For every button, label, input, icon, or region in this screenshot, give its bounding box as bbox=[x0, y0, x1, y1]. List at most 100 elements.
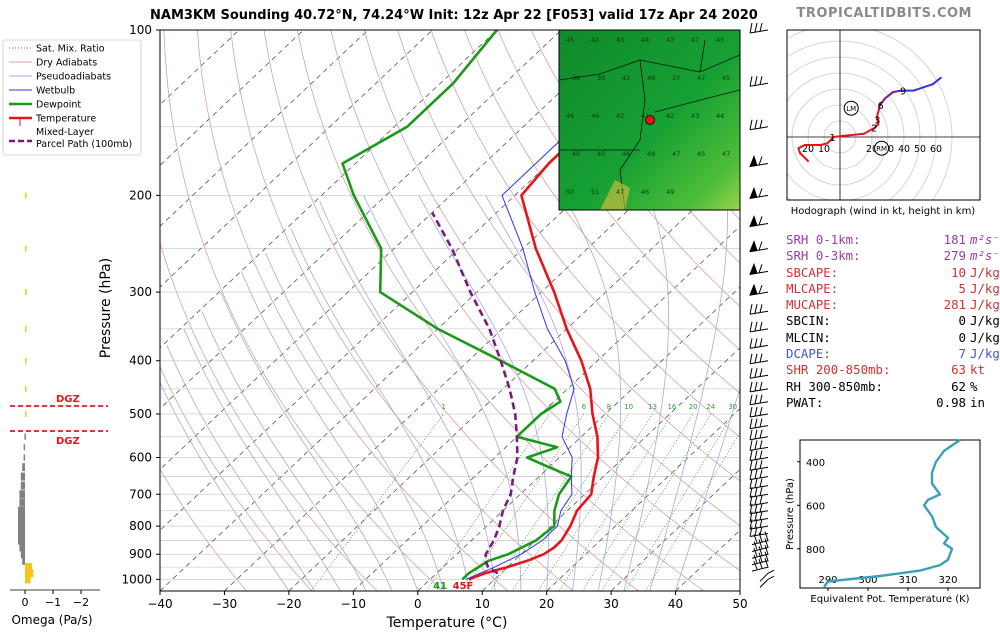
wind-barb-icon bbox=[749, 240, 769, 253]
map-dewpoint-label: 49 bbox=[666, 188, 674, 196]
map-dewpoint-label: 47 bbox=[691, 36, 699, 44]
wind-barb-icon bbox=[751, 551, 769, 566]
theta-e-xlabel: Equivalent Pot. Temperature (K) bbox=[810, 594, 969, 605]
omega-bar bbox=[25, 563, 32, 572]
hodograph-segment bbox=[883, 91, 894, 100]
isotherm-line bbox=[610, 468, 740, 591]
hodograph-segment bbox=[847, 132, 865, 137]
wind-barb-icon bbox=[751, 545, 769, 559]
dry-adiabat-line bbox=[160, 365, 313, 591]
left-mover-label: LM bbox=[846, 105, 856, 113]
dry-adiabat-line bbox=[430, 30, 740, 438]
theta-e-y-tick-label: 600 bbox=[806, 501, 825, 512]
map-dewpoint-label: 45 bbox=[716, 36, 724, 44]
omega-bar bbox=[25, 569, 34, 578]
x-tick-label: −30 bbox=[212, 597, 237, 611]
skewt-background-lines: 1 4 6 8 10 13 16 20 24 30 36 bbox=[160, 30, 740, 591]
y-tick-label: 800 bbox=[129, 519, 152, 533]
theta-e-x-tick-label: 300 bbox=[858, 575, 877, 586]
legend-item-pseudoadiabats: Pseudoadiabats bbox=[9, 72, 111, 83]
dry-adiabat-line bbox=[163, 30, 443, 591]
omega-bar bbox=[23, 454, 26, 461]
parameter-label: RH 300-850mb: bbox=[786, 378, 883, 394]
y-tick-label: 500 bbox=[129, 407, 152, 421]
x-tick-label: 10 bbox=[475, 597, 490, 611]
isotherm-line bbox=[160, 30, 691, 531]
omega-bar bbox=[18, 514, 25, 523]
hodograph-segment bbox=[819, 142, 829, 146]
isotherm-line bbox=[160, 30, 627, 470]
svg-text:Pseudoadiabats: Pseudoadiabats bbox=[36, 72, 111, 83]
wind-barb-icon bbox=[749, 368, 769, 379]
y-tick-label: 600 bbox=[129, 450, 152, 464]
parameter-unit: J/kg bbox=[970, 313, 1000, 329]
hodograph-ring-label: 50 bbox=[914, 144, 926, 155]
map-dewpoint-label: 43 bbox=[691, 112, 699, 120]
hodograph-segment bbox=[799, 152, 809, 162]
parameter-row: PWAT: 0.98 in bbox=[786, 395, 985, 411]
hodograph-ring-label: 10 bbox=[818, 144, 830, 155]
dewpoint-line bbox=[341, 30, 573, 581]
map-dewpoint-label: 38 bbox=[572, 74, 580, 82]
station-marker-icon bbox=[645, 115, 655, 125]
hodograph-segment bbox=[863, 126, 877, 135]
temperature-line bbox=[468, 30, 672, 581]
map-dewpoint-label: 45 bbox=[697, 150, 705, 158]
mixing-ratio-label: 1 bbox=[441, 403, 445, 411]
moist-adiabat-line bbox=[201, 311, 367, 591]
map-dewpoint-label: 45 bbox=[722, 74, 730, 82]
dry-adiabat-line bbox=[497, 30, 740, 351]
map-dewpoint-label: 45 bbox=[566, 36, 574, 44]
omega-bar bbox=[18, 506, 25, 515]
dry-adiabat-line bbox=[564, 30, 740, 264]
omega-bar bbox=[22, 556, 25, 565]
legend-item-dewpoint: Dewpoint bbox=[9, 100, 81, 111]
moist-adiabat-line bbox=[623, 195, 669, 591]
hodograph-height-label: 2 bbox=[871, 123, 877, 134]
y-tick-label: 700 bbox=[129, 487, 152, 501]
parameter-row: SRH 0-1km: 181 m²s⁻² bbox=[786, 232, 1000, 248]
legend-item-parcel-path: Mixed-Layer Parcel Path (100mb) bbox=[9, 127, 132, 150]
x-tick-label: 0 bbox=[414, 597, 422, 611]
dry-adiabat-line bbox=[160, 468, 247, 591]
svg-text:Parcel Path (100mb): Parcel Path (100mb) bbox=[36, 139, 132, 150]
moist-adiabat-line bbox=[241, 271, 419, 591]
omega-bar bbox=[22, 463, 25, 472]
isotherm-line bbox=[224, 104, 740, 591]
parameter-value: 62 bbox=[951, 378, 966, 394]
omega-bar bbox=[25, 325, 27, 332]
wind-barb-icon bbox=[751, 538, 769, 552]
moist-adiabat-line bbox=[183, 328, 341, 591]
parameter-row: MLCIN: 0 J/kg bbox=[786, 330, 1000, 346]
wind-barb-icon bbox=[749, 440, 769, 451]
isotherm-line bbox=[546, 408, 740, 591]
wind-barb-icon bbox=[749, 262, 769, 275]
parameter-value: 10 bbox=[951, 264, 966, 280]
parameter-value: 5 bbox=[958, 280, 966, 296]
hodograph-segment bbox=[875, 116, 880, 126]
right-mover-label: RM bbox=[876, 145, 887, 153]
omega-panel: DGZ DGZ 0 −1 −2 Omega (Pa/s) bbox=[10, 123, 108, 627]
moist-adiabat-line bbox=[418, 195, 549, 591]
isotherm-line bbox=[417, 286, 740, 591]
map-dewpoint-label: 50 bbox=[566, 188, 574, 196]
map-dewpoint-label: 44 bbox=[716, 112, 724, 120]
map-dewpoint-label: 51 bbox=[591, 188, 599, 196]
parameter-value: 7 bbox=[958, 346, 966, 362]
wind-barb-icon bbox=[749, 418, 769, 430]
theta-e-ylabel: Pressure (hPa) bbox=[785, 478, 796, 550]
mixing-ratio-label: 6 bbox=[582, 403, 587, 411]
wind-barb-icon bbox=[749, 215, 769, 228]
right-mover-marker-icon bbox=[874, 140, 890, 156]
parameter-label: SBCIN: bbox=[786, 313, 831, 329]
svg-text:Mixed-Layer: Mixed-Layer bbox=[36, 127, 94, 138]
wind-barb-icon bbox=[749, 321, 769, 333]
wind-barb-icon bbox=[749, 22, 769, 34]
parameter-row: SBCIN: 0 J/kg bbox=[786, 313, 1000, 329]
y-tick-label: 900 bbox=[129, 547, 152, 561]
y-tick-label: 100 bbox=[129, 23, 152, 37]
moist-adiabat-line bbox=[319, 201, 496, 591]
